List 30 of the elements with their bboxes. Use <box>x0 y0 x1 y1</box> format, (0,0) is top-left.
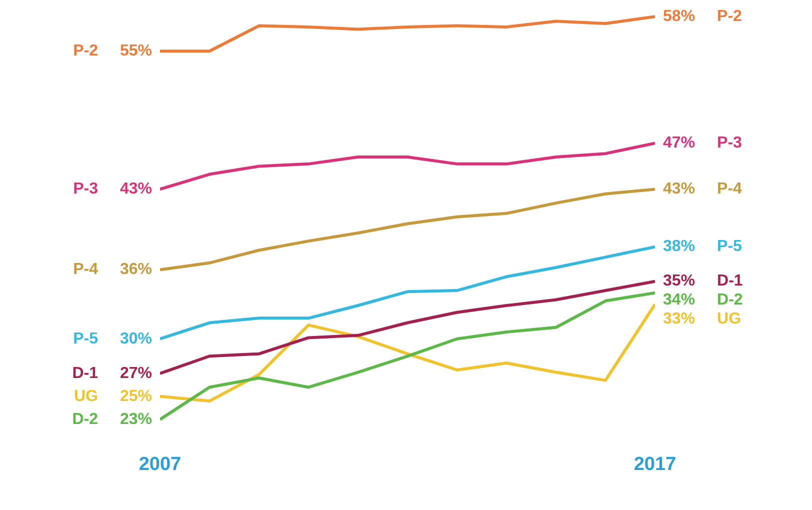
x-tick-label: 2017 <box>634 454 676 475</box>
data-label: 58% <box>663 8 696 26</box>
data-label: 43% <box>663 180 696 198</box>
text: P-4 <box>73 261 98 278</box>
text: D-2 <box>717 292 743 309</box>
text: P-5 <box>73 330 98 348</box>
text: P-2 <box>73 42 98 60</box>
text: P-3 <box>73 180 98 198</box>
text: UG <box>717 310 742 328</box>
text: UG <box>74 388 98 405</box>
text: P-3 <box>717 134 742 152</box>
text: P-2 <box>717 8 742 26</box>
data-label: 47% <box>663 134 696 152</box>
data-label: 43% <box>120 180 152 198</box>
x-tick-label: 2007 <box>138 454 182 475</box>
text: P-4 <box>717 180 742 198</box>
data-label: 55% <box>120 42 152 60</box>
text: P-5 <box>717 238 742 256</box>
data-label: 34% <box>663 292 696 309</box>
data-label: 38% <box>663 238 696 256</box>
data-label: 33% <box>663 310 696 328</box>
text: D-2 <box>72 410 98 428</box>
data-label: 36% <box>120 261 152 278</box>
data-label: 30% <box>120 330 152 348</box>
data-label: 27% <box>120 364 152 382</box>
data-label: 35% <box>663 272 696 290</box>
data-label: 23% <box>120 410 152 428</box>
text: D-1 <box>72 364 98 382</box>
data-label: 25% <box>120 388 152 405</box>
text: D-1 <box>717 272 743 290</box>
